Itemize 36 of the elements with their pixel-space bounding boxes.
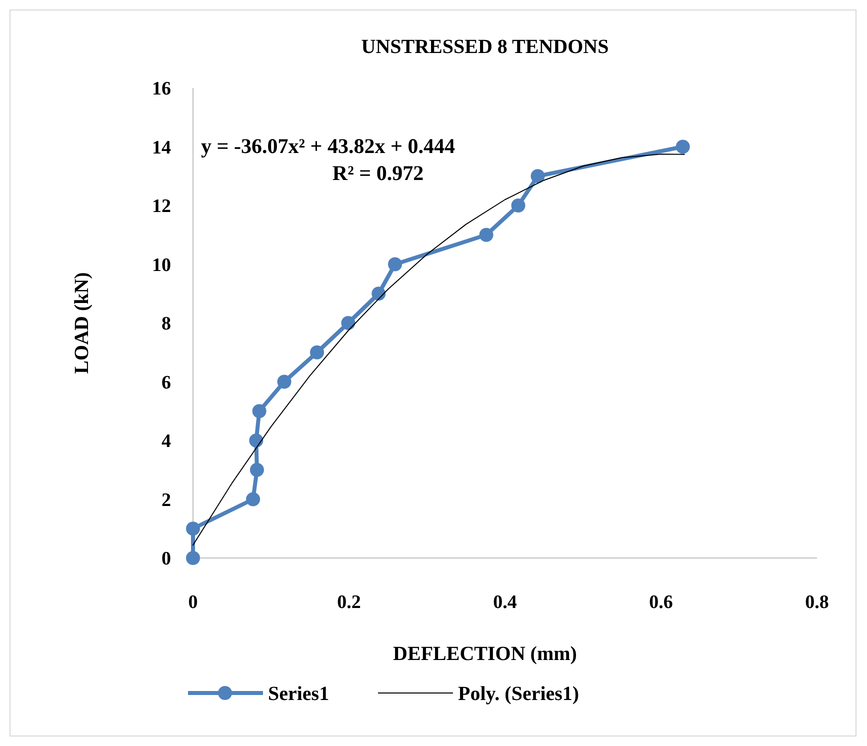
legend-label: Poly. (Series1) [458,683,580,705]
chart-title: UNSTRESSED 8 TENDONS [361,36,609,58]
point [250,462,264,477]
point [310,345,324,360]
point [249,434,264,448]
y-tick-label: 2 [162,490,171,511]
point [252,404,266,418]
x-tick-label: 0.6 [649,592,673,613]
point [676,140,690,154]
y-tick-label: 0 [162,548,171,570]
y-tick-label: 16 [152,78,171,100]
point [372,286,386,301]
point [277,374,292,389]
y-tick-label: 6 [162,372,171,394]
x-tick-label: 0.4 [493,592,518,613]
point [341,316,356,330]
y-tick-label: 4 [162,431,172,452]
x-tick-label: 0.2 [337,592,361,613]
x-tick-label: 0.8 [805,592,829,613]
x-axis-title: DEFLECTION (mm) [393,643,577,665]
y-tick-label: 14 [152,137,172,158]
y-tick-label: 8 [162,314,171,335]
y-axis-title: LOAD (kN) [71,272,93,374]
x-tick-label: 0 [188,592,198,613]
point [186,522,200,536]
point [388,257,402,272]
legend-label: Series1 [268,683,330,705]
point [511,198,526,212]
y-tick-label: 10 [152,254,171,276]
annotation: y = -36.07x² + 43.82x + 0.444 [201,134,456,158]
point [530,169,545,184]
y-tick-label: 12 [152,196,171,218]
point [479,228,494,242]
point [186,551,200,565]
point [246,492,260,506]
annotation: R² = 0.972 [332,161,424,185]
